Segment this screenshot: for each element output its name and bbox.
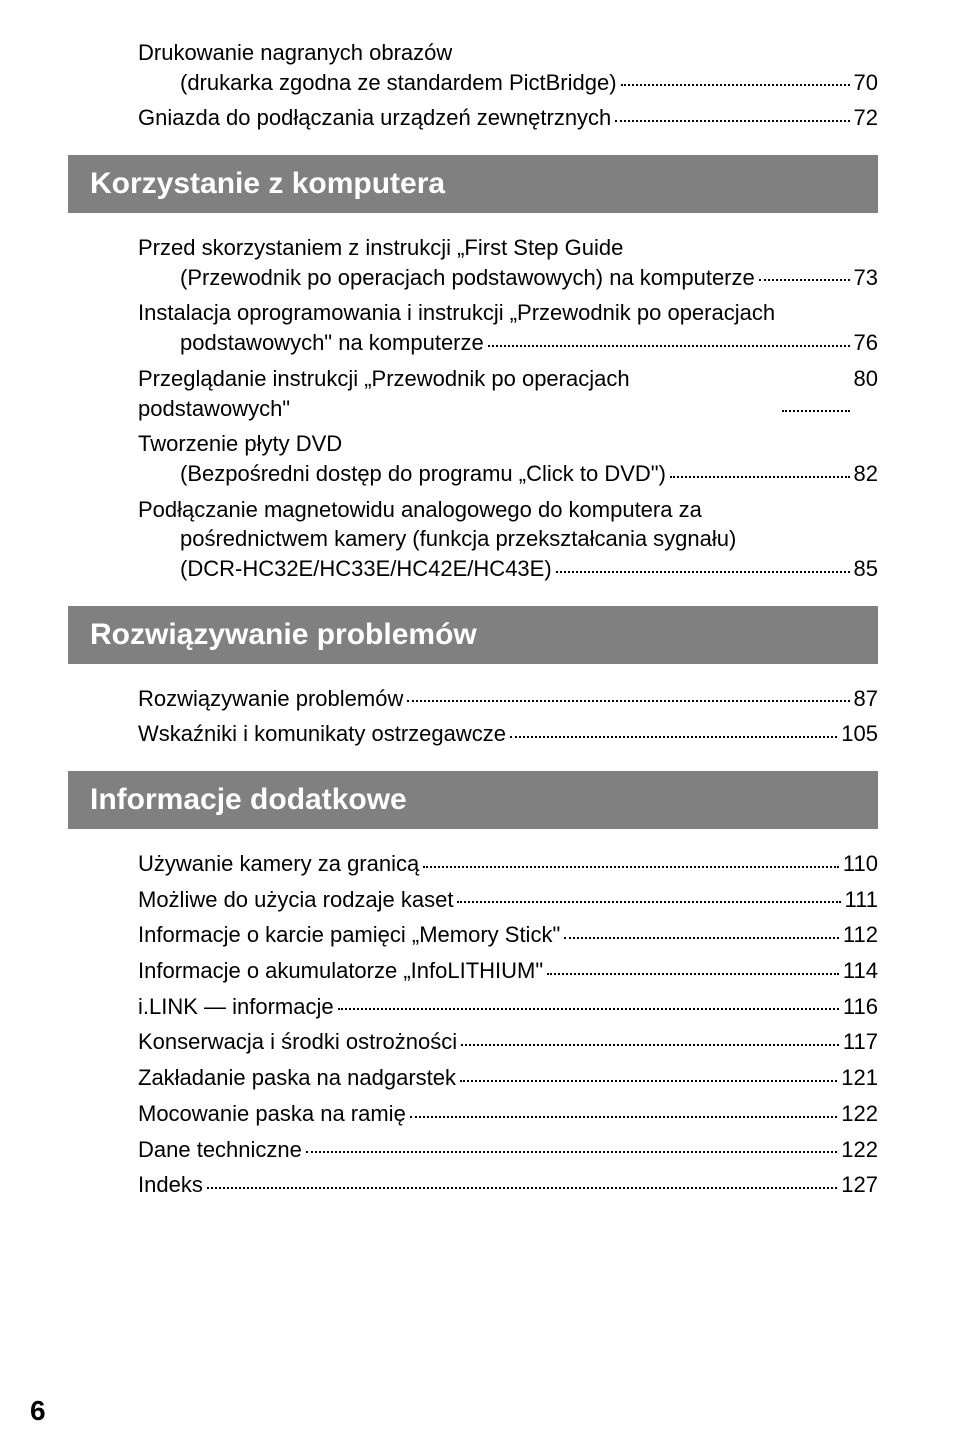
toc-leader-dots <box>207 1187 837 1189</box>
toc-entry-label: podstawowych" na komputerze <box>180 328 484 358</box>
toc-leader-dots <box>759 279 850 281</box>
toc-entry-page: 80 <box>854 364 878 394</box>
toc-entry-page: 114 <box>843 956 878 986</box>
toc-leader-dots <box>488 345 850 347</box>
toc-entry-label: Mocowanie paska na ramię <box>138 1099 406 1129</box>
toc-entry-label: Gniazda do podłączania urządzeń zewnętrz… <box>138 103 611 133</box>
toc-entry-page: 70 <box>854 68 878 98</box>
toc-entry-page: 85 <box>854 554 878 584</box>
toc-entry-page: 117 <box>843 1027 878 1057</box>
toc-leader-dots <box>782 410 850 412</box>
toc-entry[interactable]: Używanie kamery za granicą 110 <box>68 849 878 879</box>
toc-entry-label: Dane techniczne <box>138 1135 302 1165</box>
toc-entry-page: 111 <box>845 885 878 915</box>
toc-leader-dots <box>615 120 849 122</box>
toc-entry-page: 116 <box>843 992 878 1022</box>
toc-section-3: Używanie kamery za granicą 110 Możliwe do … <box>68 849 878 1200</box>
toc-leader-dots <box>410 1116 837 1118</box>
toc-entry[interactable]: Drukowanie nagranych obrazów(drukarka zg… <box>68 38 878 97</box>
toc-entry-label: Instalacja oprogramowania i instrukcji „… <box>138 298 878 328</box>
toc-entry-label: Rozwiązywanie problemów <box>138 684 403 714</box>
toc-page: Drukowanie nagranych obrazów(drukarka zg… <box>0 0 960 1455</box>
toc-entry[interactable]: Przed skorzystaniem z instrukcji „First … <box>68 233 878 292</box>
toc-entry[interactable]: Instalacja oprogramowania i instrukcji „… <box>68 298 878 357</box>
toc-entry[interactable]: Indeks 127 <box>68 1170 878 1200</box>
toc-entry-label: (drukarka zgodna ze standardem PictBridg… <box>180 68 617 98</box>
toc-entry-label: Informacje o karcie pamięci „Memory Stic… <box>138 920 560 950</box>
toc-entry-label: (Bezpośredni dostęp do programu „Click t… <box>180 459 666 489</box>
toc-entry-page: 110 <box>843 849 878 879</box>
toc-leader-dots <box>670 476 850 478</box>
section-heading-korzystanie: Korzystanie z komputera <box>68 155 878 213</box>
toc-entry-label: Informacje o akumulatorze „InfoLITHIUM" <box>138 956 543 986</box>
toc-entry[interactable]: Informacje o akumulatorze „InfoLITHIUM" 1… <box>68 956 878 986</box>
toc-entry-page: 105 <box>841 719 878 749</box>
toc-leader-dots <box>460 1080 837 1082</box>
toc-entry-label: pośrednictwem kamery (funkcja przekształ… <box>138 524 878 554</box>
toc-entry-label: Podłączanie magnetowidu analogowego do k… <box>138 495 878 525</box>
toc-entry-label: Używanie kamery za granicą <box>138 849 419 879</box>
toc-entry-label: Indeks <box>138 1170 203 1200</box>
toc-entry[interactable]: Gniazda do podłączania urządzeń zewnętrz… <box>68 103 878 133</box>
toc-section-1: Przed skorzystaniem z instrukcji „First … <box>68 233 878 584</box>
toc-entry-label: Drukowanie nagranych obrazów <box>138 38 878 68</box>
toc-entry[interactable]: Podłączanie magnetowidu analogowego do k… <box>68 495 878 584</box>
toc-leader-dots <box>621 84 850 86</box>
toc-entry-label: Możliwe do użycia rodzaje kaset <box>138 885 453 915</box>
toc-leader-dots <box>423 866 839 868</box>
toc-entry[interactable]: Rozwiązywanie problemów 87 <box>68 684 878 714</box>
toc-entry[interactable]: Zakładanie paska na nadgarstek 121 <box>68 1063 878 1093</box>
toc-entry-label: Tworzenie płyty DVD <box>138 429 878 459</box>
toc-entry-label: Zakładanie paska na nadgarstek <box>138 1063 456 1093</box>
toc-leader-dots <box>338 1008 839 1010</box>
toc-leader-dots <box>461 1044 839 1046</box>
toc-leader-dots <box>510 736 837 738</box>
section-heading-rozwiazywanie: Rozwiązywanie problemów <box>68 606 878 664</box>
toc-entry-label: (DCR-HC32E/HC33E/HC42E/HC43E) <box>180 554 552 584</box>
toc-entry[interactable]: Dane techniczne 122 <box>68 1135 878 1165</box>
toc-entry[interactable]: Przeglądanie instrukcji „Przewodnik po o… <box>68 364 878 423</box>
toc-entry-label: (Przewodnik po operacjach podstawowych) … <box>180 263 755 293</box>
toc-entry-page: 76 <box>854 328 878 358</box>
toc-entry[interactable]: i.LINK — informacje 116 <box>68 992 878 1022</box>
toc-entry[interactable]: Konserwacja i środki ostrożności 117 <box>68 1027 878 1057</box>
toc-entry-label: Przed skorzystaniem z instrukcji „First … <box>138 233 878 263</box>
toc-entry-page: 122 <box>841 1135 878 1165</box>
toc-entry-page: 112 <box>843 920 878 950</box>
toc-entry-page: 82 <box>854 459 878 489</box>
toc-entry-label: Konserwacja i środki ostrożności <box>138 1027 457 1057</box>
toc-entry[interactable]: Tworzenie płyty DVD(Bezpośredni dostęp d… <box>68 429 878 488</box>
toc-leader-dots <box>457 901 840 903</box>
toc-entry-page: 87 <box>854 684 878 714</box>
toc-entry[interactable]: Mocowanie paska na ramię 122 <box>68 1099 878 1129</box>
toc-entry-page: 121 <box>841 1063 878 1093</box>
toc-section-2: Rozwiązywanie problemów 87 Wskaźniki i kom… <box>68 684 878 749</box>
toc-entry-label: i.LINK — informacje <box>138 992 334 1022</box>
toc-leader-dots <box>547 973 839 975</box>
toc-entry-page: 127 <box>841 1170 878 1200</box>
toc-pre-section: Drukowanie nagranych obrazów(drukarka zg… <box>68 38 878 133</box>
toc-entry-page: 72 <box>854 103 878 133</box>
toc-entry[interactable]: Wskaźniki i komunikaty ostrzegawcze 105 <box>68 719 878 749</box>
page-number: 6 <box>30 1395 46 1427</box>
toc-leader-dots <box>306 1151 837 1153</box>
toc-entry-label: Przeglądanie instrukcji „Przewodnik po o… <box>138 364 778 423</box>
toc-entry-page: 73 <box>854 263 878 293</box>
toc-leader-dots <box>564 937 839 939</box>
toc-entry[interactable]: Możliwe do użycia rodzaje kaset 111 <box>68 885 878 915</box>
toc-entry-label: Wskaźniki i komunikaty ostrzegawcze <box>138 719 506 749</box>
toc-entry[interactable]: Informacje o karcie pamięci „Memory Stic… <box>68 920 878 950</box>
toc-leader-dots <box>407 700 849 702</box>
toc-entry-page: 122 <box>841 1099 878 1129</box>
toc-leader-dots <box>556 571 850 573</box>
section-heading-informacje: Informacje dodatkowe <box>68 771 878 829</box>
